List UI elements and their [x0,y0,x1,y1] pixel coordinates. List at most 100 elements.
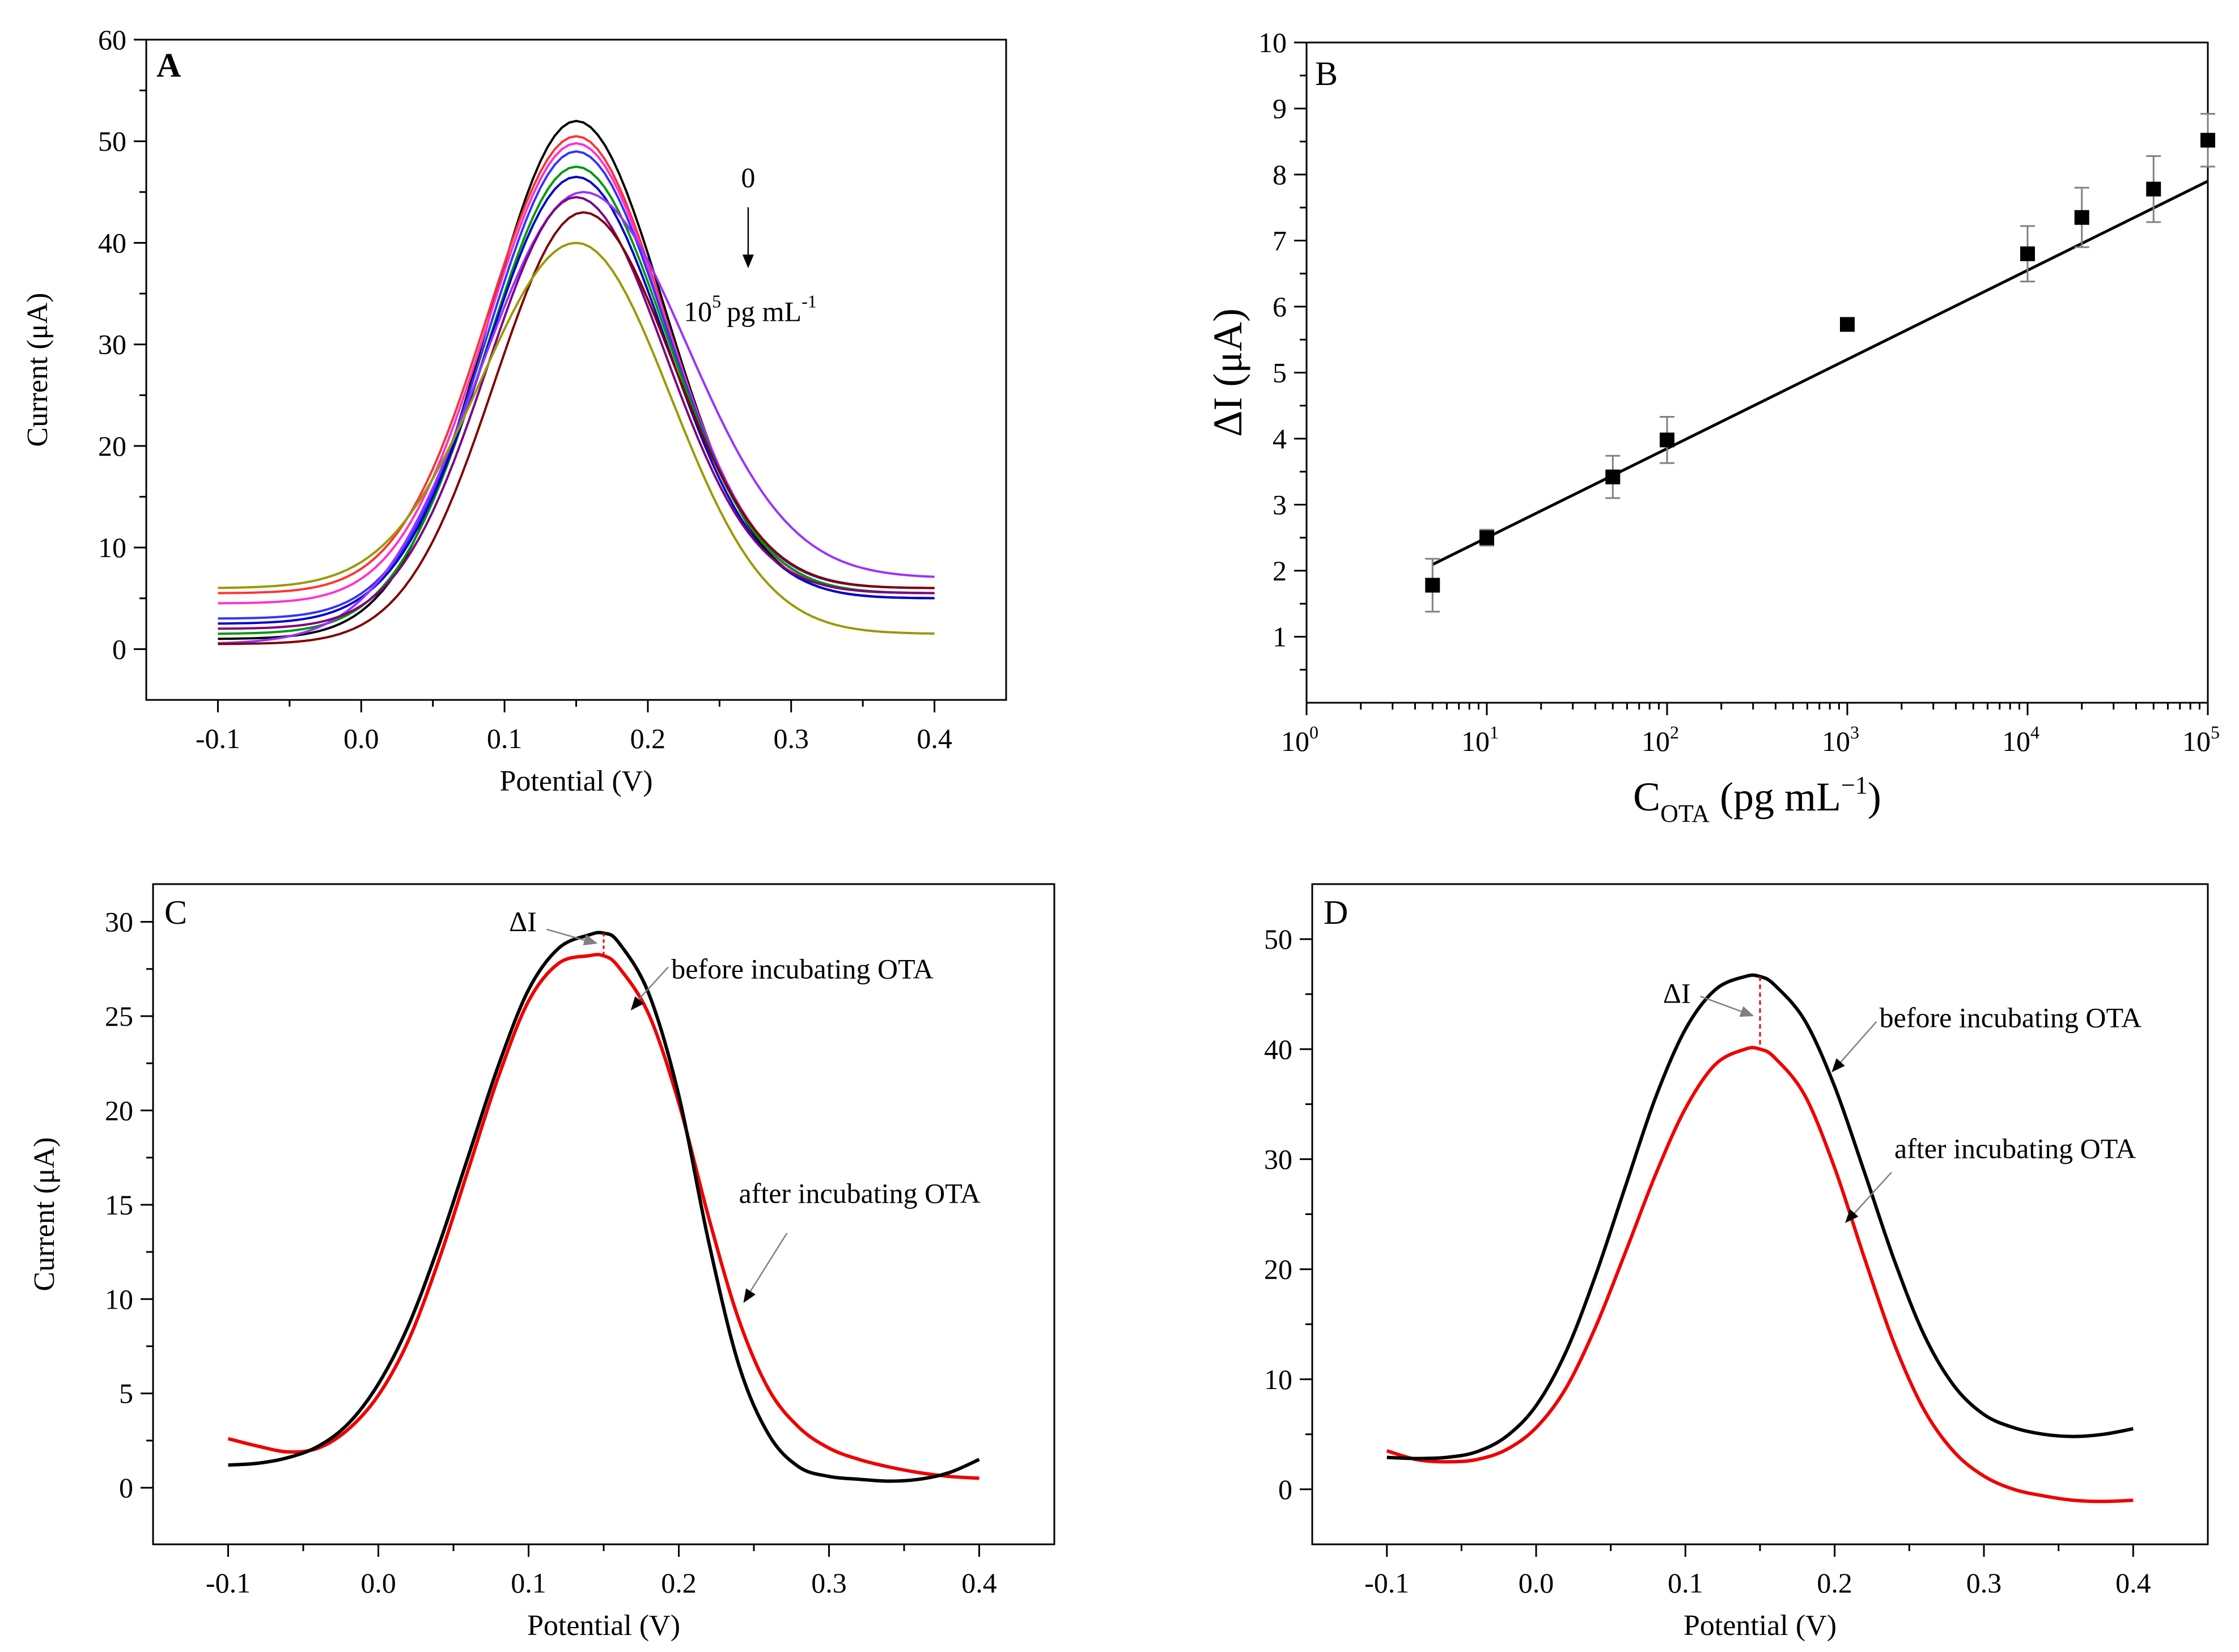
0-ylabel: Current (μA) [22,293,54,447]
0-xtick-label: 0.4 [917,723,952,754]
panel-a-annotation-base: 10 [684,295,712,327]
2-ytick-label: 20 [105,1094,133,1126]
panel-d-after-line [1386,1046,2134,1504]
panel-c-before-pointer [633,966,669,1005]
panel-b-ytick-label: 8 [1273,159,1287,190]
panel-a-series [218,120,935,645]
3-xtick-label: 0.3 [1966,1567,2002,1599]
panel-b-data-point [1605,469,1621,485]
panel-b-ytick-label: 1 [1273,621,1287,653]
panel-a-annotation-exp: 5 [712,291,721,311]
panel-c: -0.1 0.0 0.1 0.2 0.3 0.4 0 5 10 15 20 25 30 Potential… [28,883,1055,1642]
panel-a: -0.1 0.0 0.1 0.2 0.3 0.40102030405060Potentia… [22,24,1007,797]
panel-d-delta-pointer [1700,995,1749,1015]
panel-a-series-line [218,241,935,635]
panel-a-series-line [218,142,935,605]
panel-a-annotation-bottom: 105 pg mL-1 [684,291,817,327]
panel-b-data-point [1479,530,1494,545]
panel-b-xlabel-sub: OTA [1660,800,1710,827]
panel-a-series-line [218,211,935,645]
panel-b-xtick-exp: 2 [1670,722,1679,742]
3-xtick-label: -0.1 [1364,1567,1409,1599]
panel-b-ytick-label: 4 [1273,423,1287,455]
3-xlabel: Potential (V) [1684,1609,1837,1642]
panel-b-xtick-label: 103 [1822,722,1859,757]
0-ytick-label: 0 [112,633,126,665]
3-xtick-label: 0.2 [1817,1567,1852,1599]
panel-b-xlabel-unit: (pg mL [1710,774,1841,819]
panel-b-ytick-label: 6 [1273,291,1287,322]
3-ytick-label: 0 [1278,1473,1292,1505]
2-ytick-label: 10 [105,1283,133,1315]
3-xtick-label: 0.4 [2115,1567,2151,1599]
2-xtick-label: 0.0 [361,1567,396,1599]
0-ytick-label: 10 [98,532,126,563]
panel-b-data-point [2146,181,2161,197]
panel-b-ytick-label: 2 [1273,555,1287,587]
panel-a-annotation-unit: pg mL [727,295,802,327]
panel-b-xtick-label: 100 [1281,722,1318,757]
panel-b-xtick-label: 104 [2002,722,2039,757]
2-ytick-label: 5 [119,1378,133,1409]
panel-b-xtick-exp: 5 [2211,722,2220,742]
panel-d-delta-arrowhead [1739,1006,1754,1017]
panel-c-after-label: after incubating OTA [739,1178,981,1209]
panel-c-after-line [227,953,979,1480]
panel-b-xtick-base: 10 [1822,725,1850,757]
panel-d-before-line [1386,973,2134,1460]
2-xlabel: Potential (V) [527,1609,680,1642]
0-xtick-label: 0.1 [487,723,523,754]
3-xtick-label: 0.1 [1668,1567,1703,1599]
panel-c-before-arrowhead [630,996,644,1011]
panel-d-delta-label: ΔI [1663,978,1691,1009]
panel-c-before-line [228,931,980,1483]
panel-b-xtick-exp: 4 [2030,722,2039,742]
panel-a-series-line [218,196,935,630]
panel-b-fit-line [1432,180,2209,566]
panel-b-data-point [2074,210,2089,225]
panel-b-data-point [1840,317,1855,332]
2-xtick-label: 0.3 [811,1567,847,1599]
panel-a-series-line [218,165,935,635]
panel-b-xtick-base: 10 [2002,725,2030,757]
0-ytick-label: 30 [98,329,126,360]
2-ytick-label: 25 [105,1000,133,1032]
panel-c-label: C [164,894,187,931]
3-ytick-label: 40 [1264,1033,1292,1065]
panel-b-xtick-base: 10 [1461,725,1490,757]
panel-c-after-arrowhead [743,1288,756,1303]
3-ytick-label: 30 [1264,1143,1292,1175]
panel-d-before-pointer [1834,1021,1877,1070]
panel-b-label: B [1315,55,1338,92]
panel-d-after-pointer [1849,1171,1892,1220]
2-xtick-label: 0.1 [511,1567,546,1599]
panel-a-label: A [156,46,181,84]
2-ytick-label: 30 [105,906,133,938]
0-ytick-label: 20 [98,430,126,462]
panel-d-before-arrowhead [1831,1058,1845,1073]
0-ytick-label: 50 [98,125,126,157]
panel-b-ytick-label: 9 [1273,93,1287,125]
panel-a-series-line [218,190,935,644]
0-xtick-label: 0.3 [774,723,809,754]
panel-d-after-label: after incubating OTA [1894,1132,2136,1164]
panel-d-series [1386,973,2134,1504]
panel-c-after-pointer [747,1233,788,1296]
2-ytick-label: 0 [119,1472,133,1504]
panel-a-annotation-top: 0 [741,162,755,193]
3-xtick-label: 0.0 [1519,1567,1554,1599]
panel-a-annotation-unit-exp: -1 [802,291,817,311]
0-xlabel: Potential (V) [499,765,652,797]
panel-b-ytick-label: 5 [1273,357,1287,389]
panel-d: -0.1 0.0 0.1 0.2 0.3 0.4 0 10 20 30 40 50 Potential … [1264,883,2209,1642]
panel-b-xtick-base: 10 [2182,725,2211,757]
panel-d-label: D [1324,894,1348,931]
panel-d-plot-frame [1311,883,2209,1545]
2-ytick-label: 15 [105,1189,133,1221]
panel-c-before-label: before incubating OTA [671,953,934,984]
panel-d-after-arrowhead [1845,1209,1859,1224]
0-ytick-label: 40 [98,227,126,258]
panel-b-data-point [2020,246,2035,261]
